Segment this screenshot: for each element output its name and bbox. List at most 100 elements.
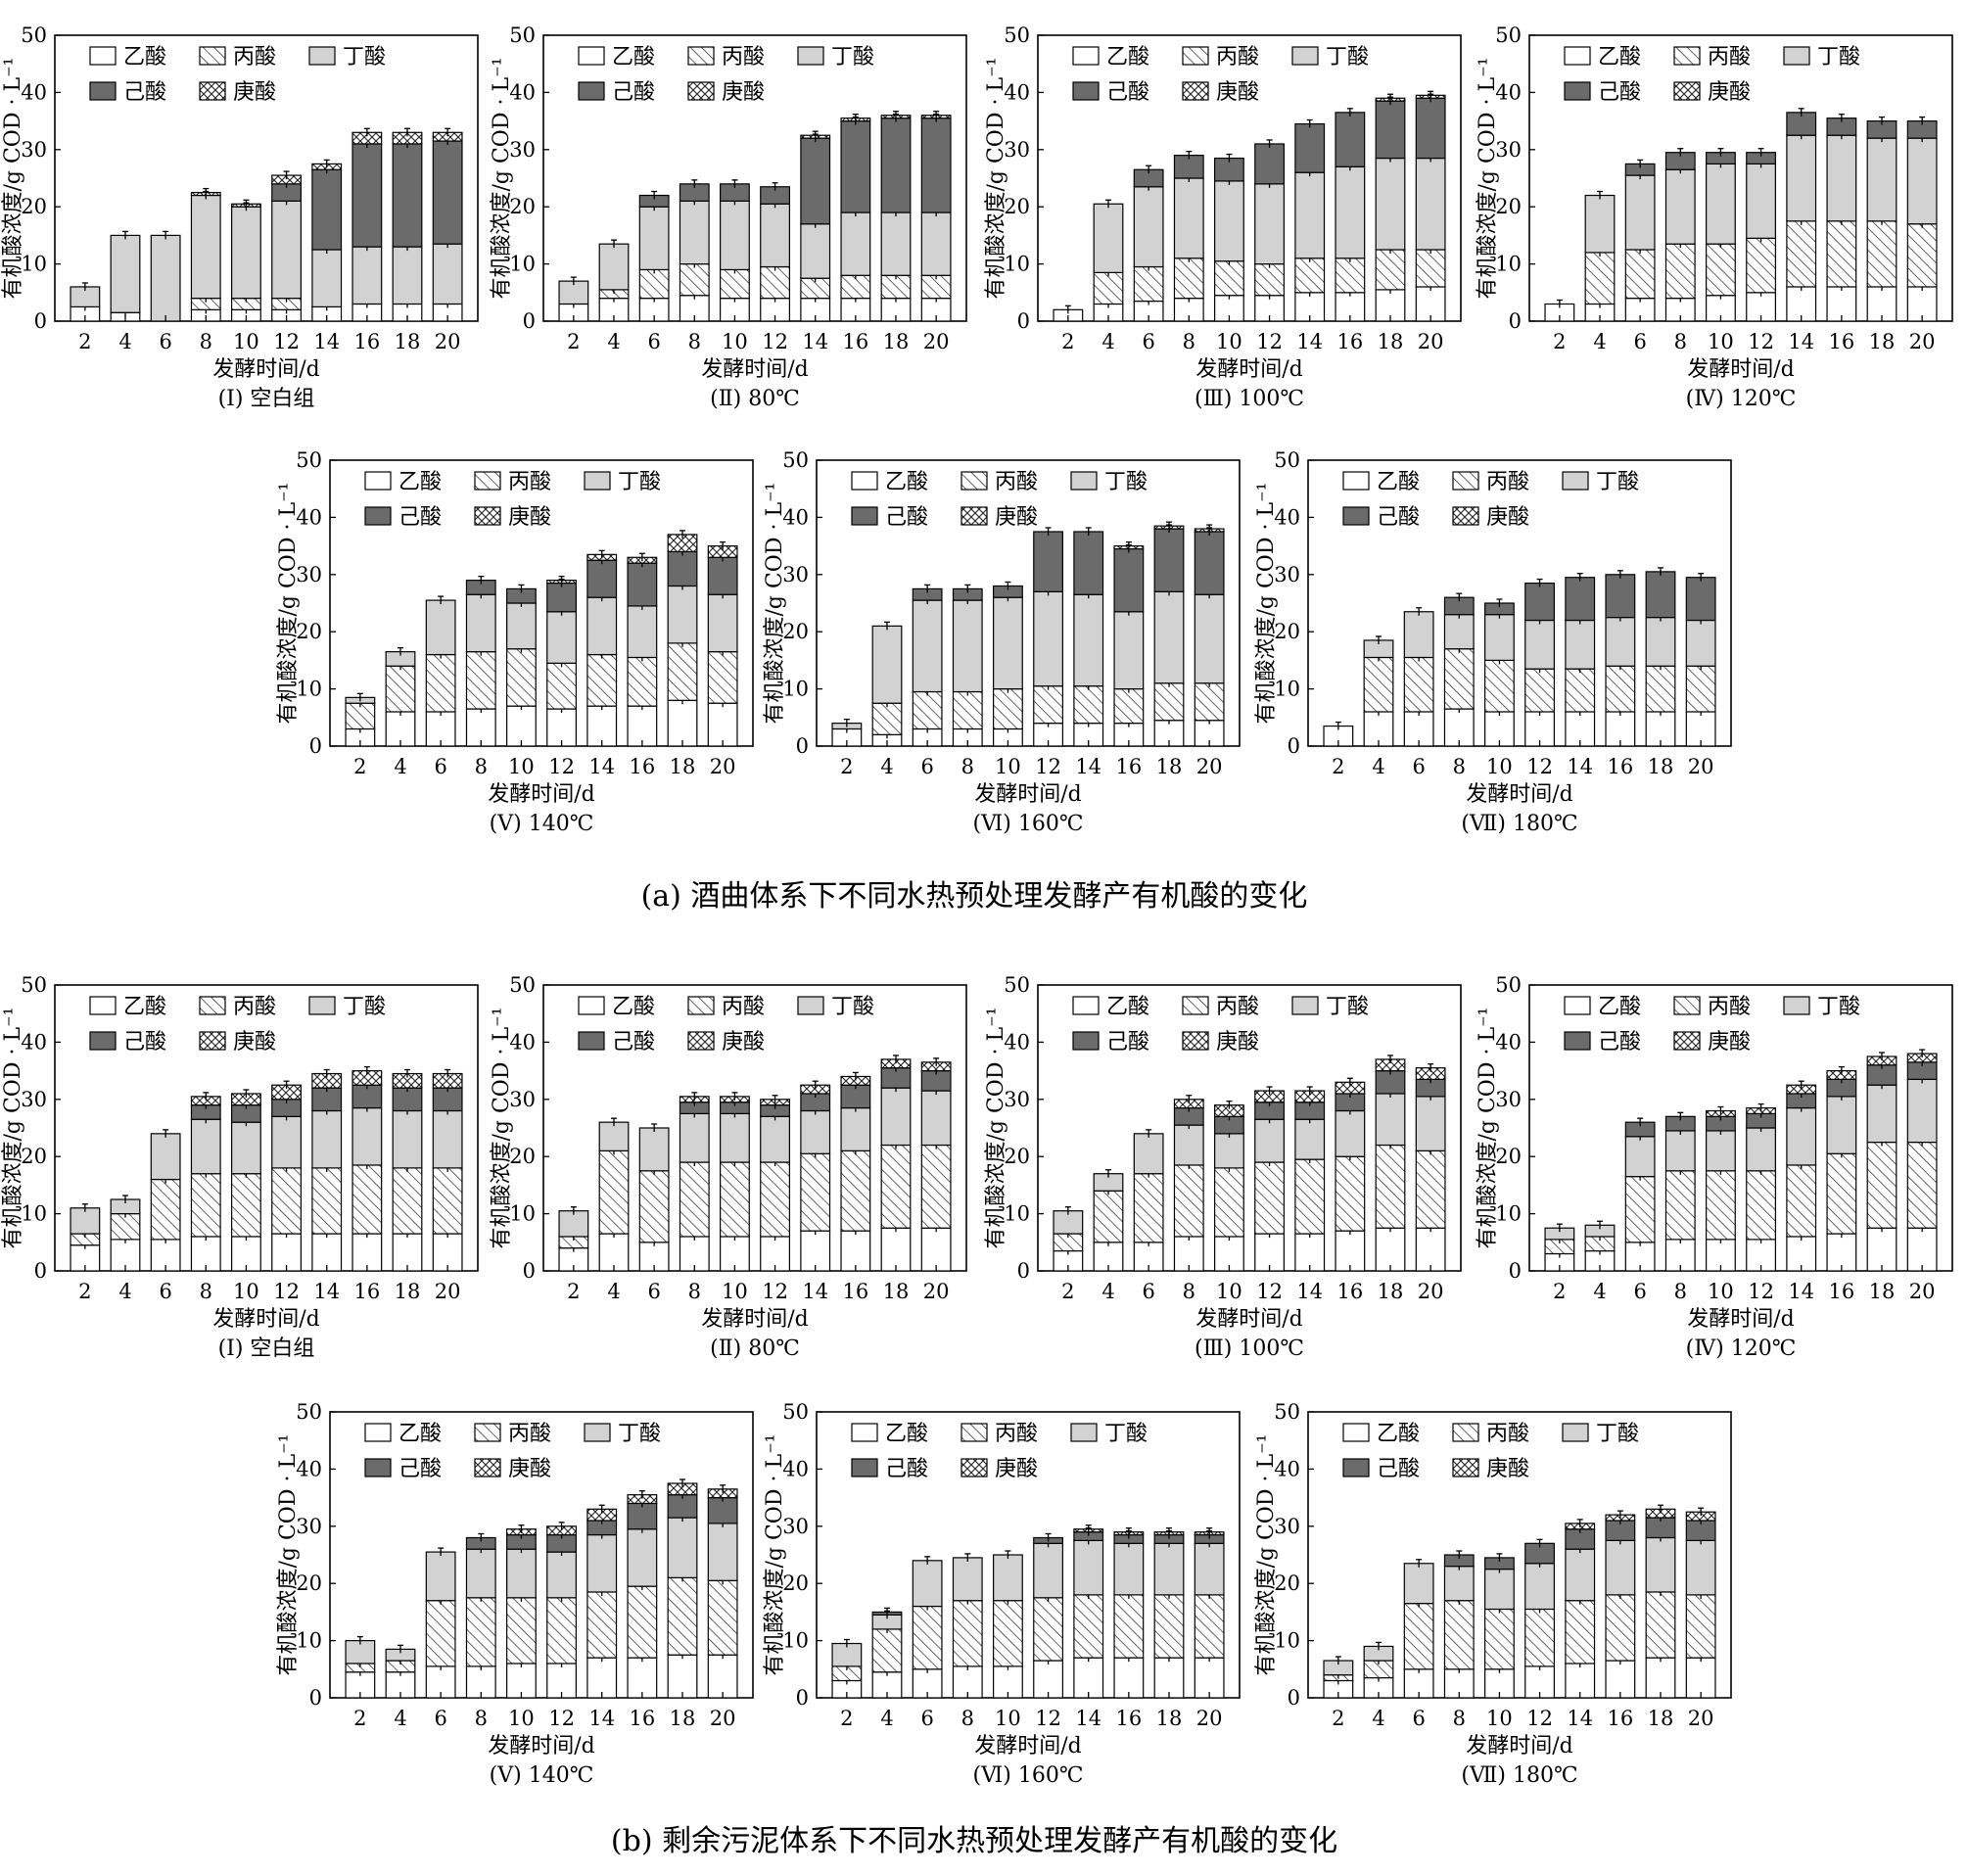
x-tick-label: 10	[508, 755, 535, 778]
legend-label: 己酸	[885, 505, 928, 530]
x-tick-label: 14	[1296, 1280, 1323, 1303]
x-tick-label: 6	[1142, 1280, 1154, 1303]
bar-segment	[1524, 619, 1555, 670]
legend-swatch	[1072, 996, 1100, 1015]
bar-segment	[1033, 590, 1063, 687]
bar-segment	[392, 246, 423, 305]
bar-segment	[1443, 1600, 1475, 1670]
bar-segment	[425, 599, 456, 656]
bar-segment	[558, 1210, 589, 1238]
bar-segment	[1786, 134, 1817, 222]
bar-segment	[1906, 1141, 1938, 1229]
legend-label: 庚酸	[1708, 80, 1751, 105]
legend-swatch	[961, 506, 988, 526]
y-tick-label: 10	[1274, 678, 1300, 701]
panel-label: (Ⅴ) 140℃	[490, 1763, 594, 1788]
bar-segment	[993, 1554, 1023, 1602]
y-tick-label: 40	[1004, 1030, 1030, 1054]
bar-segment	[840, 1106, 871, 1151]
bar-segment	[1294, 1233, 1326, 1272]
legend-swatch	[1070, 471, 1098, 491]
bar-segment	[871, 625, 903, 704]
y-tick-label: 10	[782, 678, 809, 701]
legend-label: 丙酸	[995, 470, 1038, 494]
x-tick-label: 20	[1688, 755, 1714, 778]
bar-segment	[1565, 668, 1596, 713]
x-tick-label: 14	[313, 330, 340, 353]
x-tick-label: 10	[1708, 330, 1734, 353]
x-tick-label: 4	[1372, 1707, 1384, 1730]
legend-label: 乙酸	[1106, 995, 1149, 1019]
bar-segment	[707, 1654, 738, 1699]
x-tick-label: 18	[395, 1280, 421, 1303]
bar-segment	[1906, 223, 1938, 288]
legend-swatch	[1673, 1031, 1701, 1051]
y-tick-label: 40	[1495, 1030, 1522, 1054]
bar-segment	[190, 1173, 221, 1238]
bar-segment	[760, 203, 790, 268]
bar-segment	[1746, 237, 1776, 294]
x-tick-label: 2	[840, 755, 853, 778]
bar-segment	[627, 605, 658, 659]
x-tick-label: 20	[435, 330, 461, 353]
bar-segment	[800, 223, 831, 279]
bar-segment	[392, 143, 423, 248]
legend-swatch	[578, 81, 605, 101]
bar-segment	[1335, 165, 1366, 259]
y-tick-label: 10	[1004, 253, 1030, 276]
x-tick-label: 10	[722, 330, 748, 353]
legend-label: 丁酸	[1326, 995, 1369, 1019]
legend-swatch	[1070, 1423, 1098, 1442]
x-tick-label: 16	[1336, 1280, 1363, 1303]
y-tick-label: 50	[296, 448, 322, 472]
legend-label: 丙酸	[508, 1422, 551, 1446]
bar-segment	[586, 559, 618, 598]
y-axis-label: 有机酸浓度/g COD · L⁻¹	[1, 1007, 25, 1248]
bar-segment	[1826, 220, 1857, 288]
bar-segment	[1113, 547, 1145, 613]
x-tick-label: 4	[1593, 330, 1606, 353]
x-tick-label: 10	[1486, 755, 1513, 778]
x-tick-label: 16	[1115, 1707, 1142, 1730]
y-tick-label: 20	[782, 1571, 809, 1595]
bar-segment	[920, 117, 952, 213]
plot-frame	[1528, 984, 1953, 1272]
x-tick-label: 12	[273, 330, 300, 353]
x-tick-label: 2	[1061, 1280, 1074, 1303]
x-tick-label: 20	[1909, 330, 1936, 353]
bar-segment	[1605, 1594, 1636, 1662]
panel-label: (Ⅶ) 180℃	[1461, 812, 1577, 836]
y-tick-label: 30	[1495, 1088, 1522, 1111]
bar-segment	[1866, 1141, 1898, 1229]
bar-segment	[1153, 590, 1185, 684]
y-tick-label: 30	[1274, 563, 1300, 586]
x-axis-label: 发酵时间/d	[701, 357, 809, 382]
legend-label: 乙酸	[885, 470, 928, 494]
legend-swatch	[1783, 996, 1810, 1015]
plot-frame	[816, 459, 1241, 747]
bar-segment	[1685, 577, 1716, 622]
bar-segment	[952, 1557, 983, 1602]
y-tick-label: 50	[1274, 1400, 1300, 1424]
bar-segment	[465, 1597, 496, 1667]
bar-segment	[1786, 220, 1817, 288]
bar-segment	[546, 662, 577, 710]
y-tick-label: 50	[1004, 973, 1030, 997]
legend-label: 丙酸	[722, 995, 765, 1019]
bar-segment	[598, 1149, 630, 1235]
bar-segment	[586, 596, 618, 656]
x-tick-label: 20	[710, 1707, 736, 1730]
legend-label: 己酸	[1598, 80, 1641, 105]
y-tick-label: 50	[1495, 973, 1522, 997]
panel-label: (Ⅲ) 100℃	[1195, 1337, 1304, 1361]
legend-label: 乙酸	[885, 1422, 928, 1446]
x-tick-label: 8	[1453, 755, 1466, 778]
bar-segment	[465, 1548, 496, 1599]
legend-label: 己酸	[612, 80, 655, 105]
bar-segment	[1605, 1539, 1636, 1596]
x-tick-label: 14	[1075, 1707, 1101, 1730]
x-tick-label: 18	[1156, 1707, 1183, 1730]
bar-segment	[1746, 292, 1776, 322]
